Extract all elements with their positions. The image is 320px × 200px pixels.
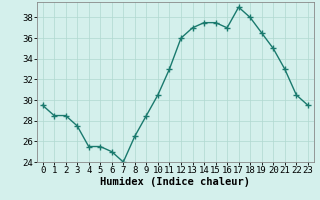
X-axis label: Humidex (Indice chaleur): Humidex (Indice chaleur) (100, 177, 250, 187)
